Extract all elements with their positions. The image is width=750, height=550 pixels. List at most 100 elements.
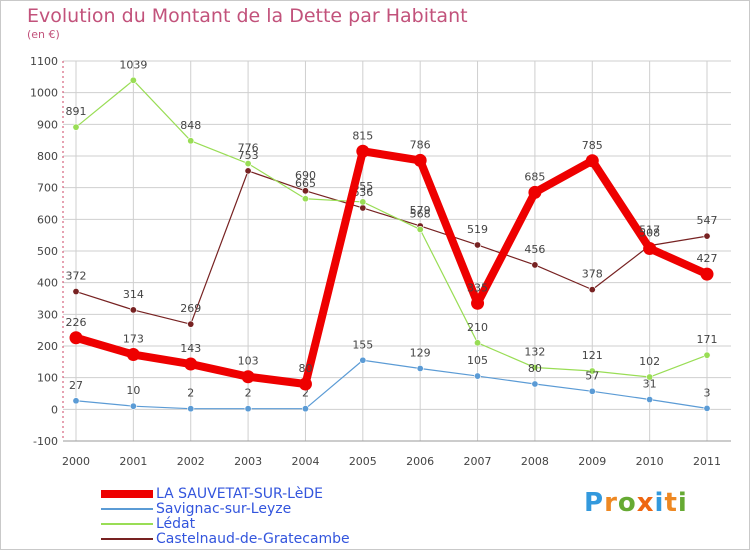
data-label: 105 bbox=[467, 354, 488, 367]
logo-letter: r bbox=[604, 488, 618, 518]
data-point bbox=[184, 357, 198, 371]
y-tick-label: 100 bbox=[37, 372, 58, 385]
data-point bbox=[531, 380, 539, 388]
x-tick-label: 2011 bbox=[693, 455, 721, 468]
data-label: 80 bbox=[298, 362, 312, 375]
x-tick-label: 2002 bbox=[177, 455, 205, 468]
data-label: 427 bbox=[697, 252, 718, 265]
logo-letter: P bbox=[584, 488, 605, 518]
data-label: 57 bbox=[585, 369, 599, 382]
data-point bbox=[187, 137, 195, 145]
y-tick-label: 1100 bbox=[30, 55, 58, 68]
data-point bbox=[703, 404, 711, 412]
data-point bbox=[474, 241, 482, 249]
data-point bbox=[241, 370, 255, 384]
y-tick-label: 600 bbox=[37, 213, 58, 226]
data-point bbox=[703, 232, 711, 240]
data-label: 508 bbox=[639, 226, 660, 239]
data-point bbox=[244, 160, 252, 168]
data-point bbox=[301, 405, 309, 413]
data-point bbox=[301, 195, 309, 203]
y-tick-label: 200 bbox=[37, 340, 58, 353]
data-point bbox=[129, 76, 137, 84]
data-point bbox=[588, 286, 596, 294]
data-label: 786 bbox=[410, 138, 431, 151]
data-point bbox=[126, 348, 140, 362]
data-label: 31 bbox=[643, 378, 657, 391]
legend-swatch-ledat bbox=[101, 523, 153, 525]
data-point bbox=[471, 296, 485, 310]
x-tick-label: 2001 bbox=[119, 455, 147, 468]
data-label: 372 bbox=[66, 270, 87, 283]
data-point bbox=[244, 167, 252, 175]
data-label: 10 bbox=[126, 384, 140, 397]
data-point bbox=[129, 402, 137, 410]
logo-letter: i bbox=[677, 488, 688, 518]
data-point bbox=[129, 306, 137, 314]
x-tick-label: 2009 bbox=[578, 455, 606, 468]
data-label: 753 bbox=[238, 149, 259, 162]
chart-title: Evolution du Montant de la Dette par Hab… bbox=[27, 5, 468, 27]
data-label: 335 bbox=[467, 281, 488, 294]
data-point bbox=[301, 187, 309, 195]
data-point bbox=[531, 261, 539, 269]
data-point bbox=[588, 367, 596, 375]
data-label: 314 bbox=[123, 288, 144, 301]
data-label: 226 bbox=[66, 316, 87, 329]
data-point bbox=[359, 204, 367, 212]
legend-label-ledat: Lédat bbox=[156, 516, 196, 532]
data-label: 891 bbox=[66, 105, 87, 118]
data-point bbox=[474, 339, 482, 347]
data-point bbox=[588, 387, 596, 395]
legend-item-la-sauvetat: LA SAUVETAT-SUR-LèDE bbox=[101, 486, 421, 502]
data-label: 102 bbox=[639, 355, 660, 368]
data-point bbox=[646, 396, 654, 404]
series-line bbox=[75, 79, 708, 378]
x-tick-label: 2006 bbox=[406, 455, 434, 468]
data-label: 685 bbox=[524, 170, 545, 183]
data-label: 785 bbox=[582, 139, 603, 152]
data-point bbox=[416, 364, 424, 372]
data-point bbox=[703, 351, 711, 359]
x-tick-label: 2010 bbox=[636, 455, 664, 468]
data-point bbox=[585, 154, 599, 168]
data-label: 776 bbox=[238, 142, 259, 155]
x-tick-label: 2003 bbox=[234, 455, 262, 468]
data-point bbox=[643, 241, 657, 255]
data-label: 579 bbox=[410, 204, 431, 217]
legend-label-savignac: Savignac-sur-Leyze bbox=[156, 501, 292, 517]
data-label: 378 bbox=[582, 268, 603, 281]
data-label: 80 bbox=[528, 362, 542, 375]
data-point bbox=[244, 405, 252, 413]
data-label: 547 bbox=[697, 214, 718, 227]
data-label: 121 bbox=[582, 349, 603, 362]
y-tick-label: -100 bbox=[33, 435, 58, 448]
logo-letter: i bbox=[654, 488, 665, 518]
y-tick-label: 1000 bbox=[30, 87, 58, 100]
data-label: 27 bbox=[69, 379, 83, 392]
data-point bbox=[72, 288, 80, 296]
data-label: 103 bbox=[238, 355, 259, 368]
data-point bbox=[72, 123, 80, 131]
data-label: 129 bbox=[410, 346, 431, 359]
data-label: 143 bbox=[180, 342, 201, 355]
legend-item-ledat: Lédat bbox=[101, 516, 421, 532]
data-label: 1039 bbox=[119, 58, 147, 71]
y-tick-label: 0 bbox=[51, 403, 58, 416]
x-tick-label: 2004 bbox=[291, 455, 319, 468]
data-point bbox=[531, 364, 539, 372]
x-tick-label: 2007 bbox=[464, 455, 492, 468]
data-label: 815 bbox=[352, 129, 373, 142]
data-label: 2 bbox=[302, 387, 309, 400]
legend-label-la-sauvetat: LA SAUVETAT-SUR-LèDE bbox=[156, 486, 323, 502]
data-label: 2 bbox=[245, 387, 252, 400]
data-point bbox=[416, 225, 424, 233]
data-point bbox=[646, 373, 654, 381]
data-label: 568 bbox=[410, 207, 431, 220]
data-label: 2 bbox=[187, 387, 194, 400]
data-label: 690 bbox=[295, 169, 316, 182]
data-point bbox=[359, 356, 367, 364]
data-label: 132 bbox=[524, 346, 545, 359]
